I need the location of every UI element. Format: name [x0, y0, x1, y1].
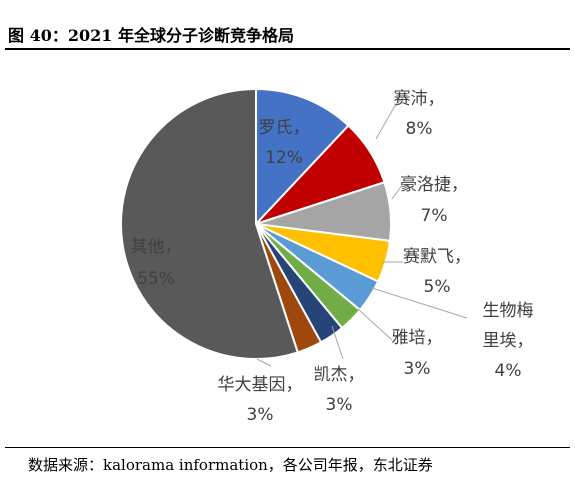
title-rule: [5, 48, 570, 50]
leader-line-5: [371, 287, 468, 319]
pie-slice-1: [255, 87, 350, 227]
slice-name-label-9: 其他，: [131, 237, 182, 257]
slice-value-label-3: 7%: [421, 206, 448, 226]
slice-name-label-1: 罗氏，: [259, 118, 310, 138]
pie-slice-9: [120, 87, 299, 360]
slice-name-label-8: 华大基因，: [218, 375, 303, 395]
slice-name-label-7: 凯杰，: [314, 365, 365, 385]
leader-lines: [256, 97, 468, 367]
slice-name-label-2: 赛沛，: [394, 88, 445, 109]
slice-value-label-5: 4%: [495, 361, 522, 381]
leader-line-7: [331, 325, 344, 360]
slice-value-label-2: 8%: [406, 119, 433, 139]
slice-value-label-6: 3%: [404, 359, 431, 379]
figure-title: 图 40：2021 年全球分子诊断竞争格局: [8, 26, 294, 45]
slice-value-label-9: 55%: [137, 269, 175, 289]
slice-name-label-5: 生物梅: [483, 301, 534, 321]
leader-line-6: [357, 308, 393, 341]
pie-slices: [120, 87, 393, 360]
slice-name-label-4: 赛默飞，: [403, 246, 471, 267]
slice-value-label-4: 5%: [424, 277, 451, 297]
source-rule: [5, 447, 570, 448]
slice-name-label-3: 豪洛捷，: [400, 174, 468, 195]
slice-name-label-5: 里埃，: [483, 331, 534, 351]
leader-line-8: [256, 358, 272, 367]
leader-line-2: [375, 97, 404, 140]
slice-value-label-7: 3%: [326, 395, 353, 415]
slice-value-label-1: 12%: [265, 148, 303, 168]
slice-name-label-6: 雅培，: [392, 328, 443, 348]
leader-line-3: [391, 183, 404, 200]
source-note: 数据来源：kalorama information，各公司年报，东北证券: [28, 456, 433, 474]
slice-value-label-8: 3%: [247, 405, 274, 425]
